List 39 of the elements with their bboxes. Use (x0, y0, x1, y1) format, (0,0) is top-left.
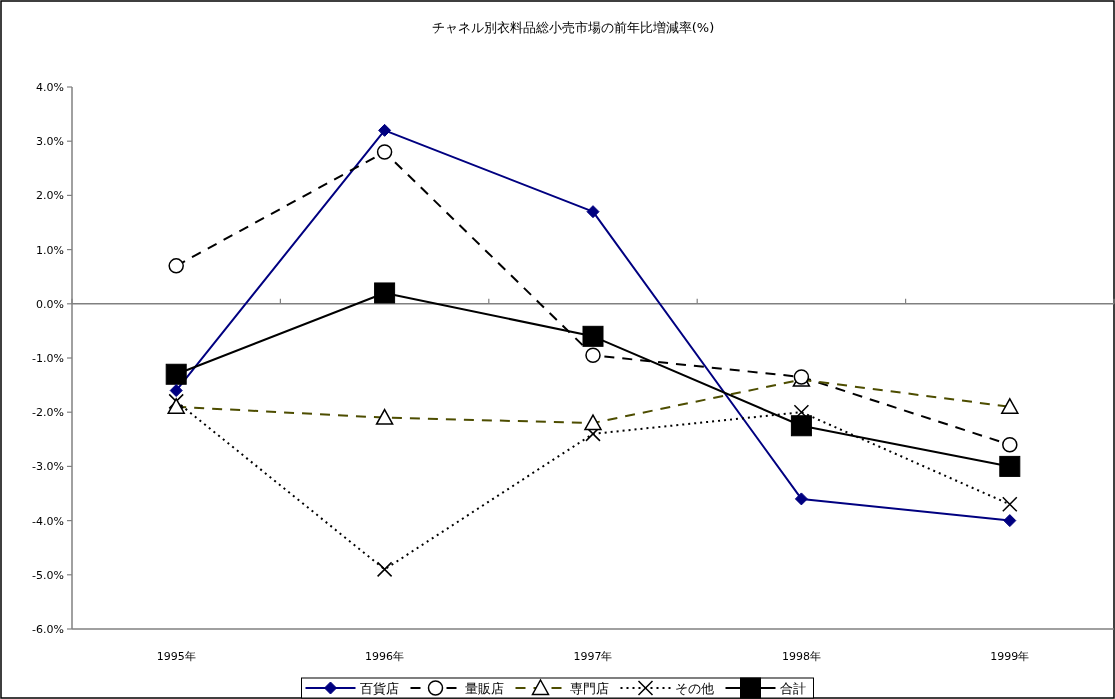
y-tick-label: -3.0% (32, 460, 64, 474)
point (794, 492, 808, 506)
legend-label: 合計 (779, 681, 806, 696)
point (585, 347, 601, 364)
point (378, 123, 392, 137)
y-tick-label: -6.0% (32, 623, 64, 636)
y-tick-label: 0.0% (36, 297, 64, 311)
point (374, 282, 396, 304)
point (1003, 514, 1017, 528)
x-tick-label: 1997年 (573, 650, 613, 663)
point (1002, 496, 1018, 513)
point (168, 258, 184, 274)
point (165, 363, 187, 385)
y-tick-label: 4.0% (36, 81, 64, 94)
y-tick-label: 2.0% (36, 189, 64, 203)
point (999, 455, 1021, 477)
x-tick-label: 1998年 (781, 650, 821, 663)
chart-title: チャネル別衣料品総小売市場の前年比増減率(%) (431, 20, 715, 35)
x-tick-label: 1996年 (365, 650, 405, 663)
x-tick-label: 1995年 (156, 650, 196, 663)
point (582, 325, 604, 347)
y-tick-label: -1.0% (32, 352, 64, 365)
legend-label: その他 (674, 681, 714, 696)
y-tick-label: 3.0% (36, 135, 64, 149)
point (1002, 436, 1018, 453)
point (586, 205, 600, 219)
point (790, 415, 812, 437)
point (376, 144, 393, 160)
legend-label: 量販店 (464, 681, 504, 696)
legend-label: 専門店 (569, 681, 609, 696)
x-tick-label: 1999年 (990, 650, 1030, 663)
point (169, 384, 183, 398)
point (168, 393, 184, 410)
y-tick-label: 1.0% (36, 243, 64, 257)
point (376, 561, 393, 578)
y-tick-label: -5.0% (32, 568, 64, 582)
legend-label: 百貨店 (359, 681, 399, 696)
y-tick-label: -2.0% (32, 406, 64, 420)
y-tick-label: -4.0% (32, 514, 64, 528)
